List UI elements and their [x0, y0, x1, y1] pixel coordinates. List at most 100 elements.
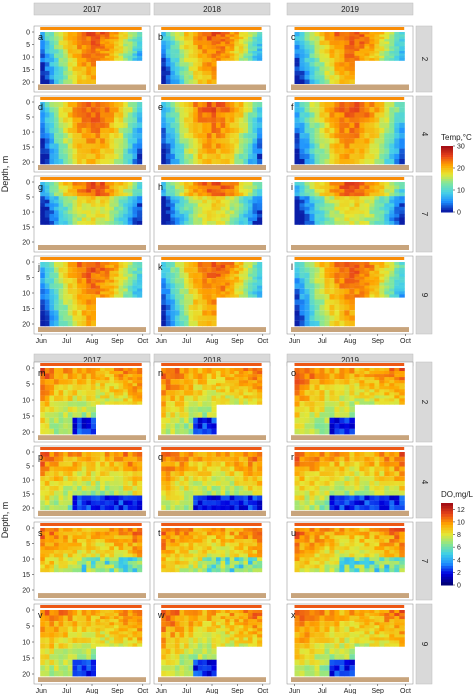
heat-cell [77, 428, 83, 435]
heat-cell [349, 206, 355, 211]
heat-cell [359, 401, 365, 405]
heat-cell [384, 48, 390, 52]
heat-cell [49, 299, 55, 305]
heat-cell [170, 79, 176, 84]
heat-cell [54, 138, 60, 144]
heat-cell [225, 213, 231, 218]
heat-cell [399, 58, 405, 61]
heat-cell [95, 490, 101, 496]
heat-cell [299, 45, 305, 50]
heat-cell [225, 276, 231, 280]
heat-cell [344, 49, 350, 54]
heat-cell [394, 490, 400, 496]
heat-cell [165, 267, 171, 273]
heat-cell [81, 283, 87, 289]
heat-cell [319, 112, 325, 118]
heat-cell [193, 315, 199, 321]
heat-cell [234, 196, 240, 200]
heat-cell [104, 55, 110, 59]
heat-cell [234, 389, 240, 393]
heat-cell [72, 401, 78, 407]
sediment [158, 84, 266, 90]
heat-cell [225, 466, 231, 472]
heat-cell [324, 206, 330, 211]
heat-cell [314, 57, 320, 63]
heat-cell [100, 203, 106, 208]
heat-cell [319, 143, 325, 149]
heat-cell [216, 267, 222, 272]
heat-cell [359, 43, 365, 47]
heat-cell [319, 272, 325, 279]
heat-cell [319, 299, 325, 305]
heat-cell [354, 192, 360, 197]
heat-cell [174, 138, 180, 144]
heat-cell [81, 49, 87, 54]
heat-cell [132, 185, 138, 190]
sediment [291, 435, 409, 440]
heat-cell [369, 485, 375, 491]
surface-bar [294, 257, 405, 260]
heat-cell [319, 481, 325, 486]
heat-cell [349, 412, 355, 418]
heat-cell [384, 481, 390, 486]
heat-cell [95, 395, 101, 399]
heat-cell [211, 299, 217, 305]
heat-cell [225, 58, 231, 61]
heat-cell [114, 189, 120, 193]
heat-cell [193, 304, 199, 311]
heat-cell [109, 55, 115, 59]
heat-cell [63, 49, 69, 54]
heat-cell [58, 262, 64, 268]
heat-cell [243, 143, 249, 149]
heat-cell [90, 485, 96, 491]
heat-cell [399, 377, 405, 381]
legend-swatch [441, 203, 453, 206]
heat-cell [63, 466, 69, 472]
heat-cell [304, 32, 310, 37]
heat-cell [81, 217, 87, 222]
heat-cell [174, 189, 180, 193]
heat-cell [394, 466, 400, 472]
heat-cell [220, 481, 226, 486]
heat-cell [384, 471, 390, 477]
heat-cell [216, 380, 222, 384]
heat-cell [243, 55, 249, 59]
heat-cell [174, 505, 180, 511]
heat-cell [188, 192, 194, 197]
heat-cell [243, 122, 249, 128]
heat-cell [354, 153, 360, 160]
heat-cell [63, 373, 69, 380]
heat-cell [127, 213, 133, 218]
heat-cell [220, 495, 226, 501]
heat-cell [127, 285, 133, 289]
heat-cell [220, 264, 226, 269]
heat-cell [369, 199, 375, 204]
heat-cell [216, 471, 222, 477]
heat-cell [40, 49, 46, 54]
heat-cell [86, 217, 92, 222]
heat-cell [188, 127, 194, 134]
heat-cell [248, 456, 254, 462]
heat-cell [40, 199, 46, 204]
heat-cell [90, 189, 96, 193]
heat-cell [86, 401, 92, 407]
heat-cell [216, 505, 222, 511]
heat-cell [304, 476, 310, 482]
heat-cell [77, 217, 83, 222]
heat-cell [319, 133, 325, 139]
heat-cell [63, 189, 69, 193]
heat-cell [63, 428, 69, 435]
heat-cell [248, 107, 254, 113]
heat-cell [257, 398, 263, 402]
heat-cell [238, 288, 244, 292]
heat-cell [90, 390, 96, 396]
heat-cell [216, 217, 222, 222]
heat-cell [211, 262, 217, 268]
heat-cell [165, 133, 171, 139]
heat-cell [319, 79, 325, 84]
heat-cell [374, 203, 380, 208]
heat-cell [132, 288, 138, 292]
heat-cell [379, 398, 385, 402]
heat-cell [44, 283, 50, 289]
heat-cell [374, 107, 380, 113]
